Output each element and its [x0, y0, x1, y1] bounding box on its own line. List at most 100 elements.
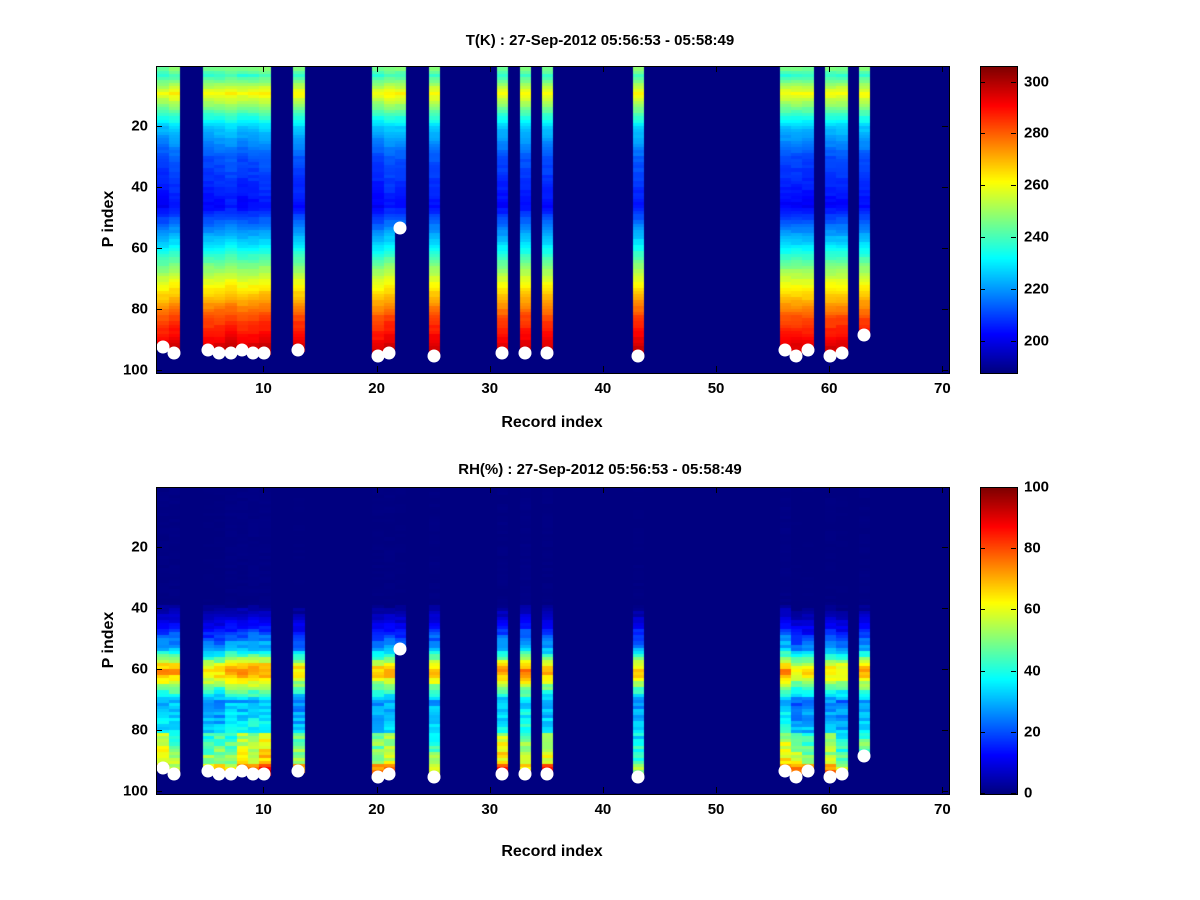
- surface-pressure-marker: [382, 767, 396, 781]
- xtick: [263, 366, 265, 372]
- xtick: [376, 787, 378, 793]
- ytick: [942, 125, 948, 127]
- ytick-label: 20: [131, 117, 148, 135]
- xtick: [829, 787, 831, 793]
- surface-pressure-marker: [518, 767, 532, 781]
- surface-pressure-marker: [212, 767, 226, 781]
- ytick-label: 80: [131, 300, 148, 318]
- xtick-label: 70: [933, 801, 951, 818]
- ytick: [942, 248, 948, 250]
- surface-pressure-marker: [789, 349, 803, 363]
- surface-pressure-marker: [540, 346, 554, 360]
- xtick: [263, 66, 265, 72]
- xtick: [942, 487, 944, 493]
- xtick-label: 60: [820, 801, 838, 818]
- panel-title-relative-humidity: RH(%) : 27-Sep-2012 05:56:53 - 05:58:49: [458, 461, 742, 478]
- surface-pressure-marker: [540, 767, 554, 781]
- colorbar-tick-label: 220: [1024, 280, 1050, 298]
- colorbar-tick: [1011, 731, 1016, 733]
- panel-relative-humidity: RH(%) : 27-Sep-2012 05:56:53 - 05:58:49 …: [0, 450, 1200, 900]
- surface-pressure-marker: [857, 749, 871, 763]
- ytick: [156, 309, 162, 311]
- xtick-label: 20: [368, 801, 385, 818]
- colorbar-tick: [980, 670, 985, 672]
- colorbar-tick-label: 200: [1024, 332, 1050, 350]
- surface-pressure-marker: [212, 346, 226, 360]
- ytick: [156, 248, 162, 250]
- surface-pressure-marker: [835, 346, 848, 360]
- ytick: [156, 791, 162, 793]
- ytick: [156, 546, 162, 548]
- xtick: [263, 487, 265, 493]
- xaxis-label-temperature: Record index: [501, 414, 603, 431]
- xtick-label: 20: [368, 380, 385, 397]
- xtick: [716, 366, 718, 372]
- xtick: [602, 487, 604, 493]
- colorbar-tick: [980, 609, 985, 611]
- surface-pressure-marker: [246, 346, 260, 360]
- colorbar-tick: [1011, 133, 1016, 135]
- surface-pressure-marker: [427, 349, 441, 363]
- colorbar-tick: [980, 340, 985, 342]
- xtick: [716, 66, 718, 72]
- colorbar-tick-label: 40: [1024, 662, 1041, 680]
- yaxis-label-temperature: P index: [100, 190, 117, 248]
- xtick: [489, 487, 491, 493]
- surface-pressure-marker: [835, 767, 848, 781]
- surface-pressure-marker: [371, 770, 385, 784]
- xtick: [829, 487, 831, 493]
- yaxis-label-relative-humidity: P index: [100, 611, 117, 669]
- ytick-label: 40: [131, 178, 148, 196]
- colorbar-tick: [980, 731, 985, 733]
- surface-pressure-marker: [167, 767, 181, 781]
- ytick: [942, 546, 948, 548]
- surface-pressure-marker: [823, 349, 837, 363]
- surface-pressure-marker: [495, 767, 509, 781]
- xtick: [829, 66, 831, 72]
- ytick: [942, 370, 948, 372]
- colorbar-tick-label: 260: [1024, 176, 1050, 194]
- xtick: [489, 366, 491, 372]
- colorbar-tick: [1011, 487, 1016, 488]
- colorbar-tick: [1011, 548, 1016, 550]
- colorbar-tick: [980, 793, 985, 794]
- ytick: [156, 370, 162, 372]
- plot-area-temperature[interactable]: [156, 66, 950, 374]
- colorbar-tick: [980, 487, 985, 488]
- ytick: [156, 730, 162, 732]
- surface-pressure-marker: [257, 767, 271, 781]
- xtick-label: 30: [481, 801, 499, 818]
- surface-pressure-marker: [291, 343, 305, 357]
- surface-pressure-marker: [382, 346, 396, 360]
- ytick-label: 80: [131, 721, 148, 739]
- colorbar-temperature[interactable]: [980, 66, 1018, 374]
- colorbar-tick-label: 60: [1024, 600, 1041, 618]
- xtick: [602, 787, 604, 793]
- ytick: [942, 730, 948, 732]
- surface-pressure-marker: [257, 346, 271, 360]
- colorbar-tick: [1011, 185, 1016, 187]
- colorbar-tick: [980, 133, 985, 135]
- colorbar-tick-label: 240: [1024, 228, 1050, 246]
- surface-pressure-marker: [801, 343, 815, 357]
- xtick: [716, 487, 718, 493]
- colorbar-tick: [1011, 81, 1016, 83]
- colorbar-tick: [1011, 237, 1016, 239]
- xtick-label: 50: [707, 801, 725, 818]
- plot-area-relative-humidity[interactable]: [156, 487, 950, 795]
- xtick: [376, 487, 378, 493]
- surface-pressure-marker: [224, 346, 238, 360]
- colorbar-tick-label: 100: [1024, 478, 1050, 496]
- surface-pressure-marker: [778, 343, 792, 357]
- xtick-label: 30: [481, 380, 499, 397]
- surface-pressure-marker: [518, 346, 532, 360]
- colorbar-relative-humidity[interactable]: [980, 487, 1018, 795]
- xtick: [942, 66, 944, 72]
- xtick-label: 50: [707, 380, 725, 397]
- xtick: [489, 66, 491, 72]
- ytick: [942, 309, 948, 311]
- xtick: [942, 366, 944, 372]
- surface-pressure-marker: [778, 764, 792, 778]
- colorbar-tick-label: 20: [1024, 723, 1041, 741]
- xtick: [489, 787, 491, 793]
